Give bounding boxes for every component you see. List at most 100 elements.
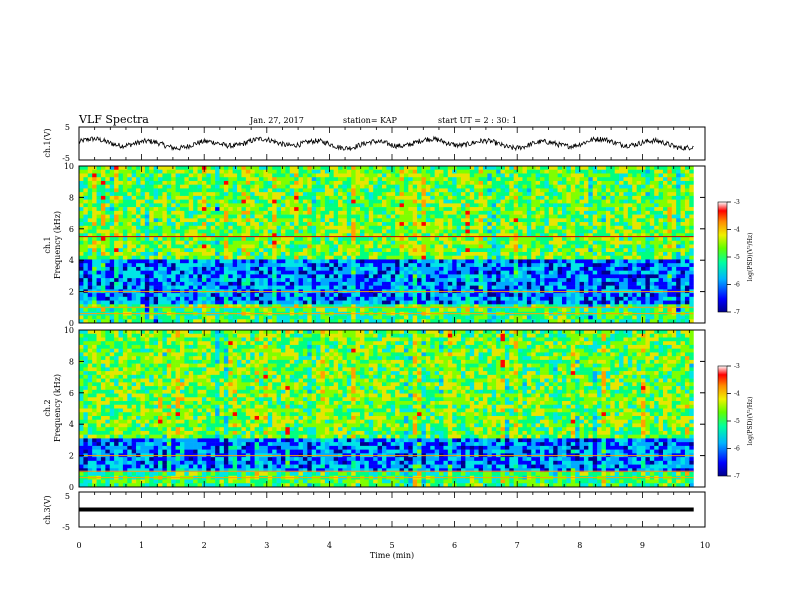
spectrogram-cell	[127, 195, 132, 200]
spectrogram-cell	[100, 225, 106, 230]
spectrogram-cell	[223, 169, 229, 174]
spectrogram-cell	[324, 240, 330, 245]
spectrogram-cell	[461, 225, 466, 230]
spectrogram-cell	[92, 308, 97, 313]
spectrogram-cell	[114, 229, 119, 234]
spectrogram-cell	[241, 225, 247, 230]
spectrogram-cell	[193, 173, 198, 178]
spectrogram-cell	[373, 218, 378, 223]
spectrogram-cell	[83, 177, 89, 182]
spectrogram-cell	[553, 240, 558, 245]
spectrogram-cell	[210, 259, 216, 264]
spectrogram-cell	[162, 296, 168, 301]
spectrogram-cell	[96, 240, 102, 245]
spectrogram-cell	[250, 218, 255, 223]
spectrogram-cell	[509, 210, 514, 215]
spectrogram-cell	[149, 304, 154, 309]
spectrogram-cell	[496, 225, 501, 230]
spectrogram-cell	[504, 255, 510, 260]
spectrogram-cell	[245, 255, 251, 260]
spectrogram-cell	[285, 184, 291, 189]
spectrogram-cell	[364, 259, 370, 264]
spectrogram-cell	[153, 248, 159, 253]
spectrogram-cell	[368, 285, 374, 290]
spectrogram-cell	[421, 184, 427, 189]
spectrogram-cell	[461, 251, 466, 257]
spectrogram-cell	[316, 278, 321, 283]
spectrogram-cell	[575, 248, 580, 253]
spectrogram-cell	[263, 199, 269, 204]
spectrogram-cell	[381, 304, 387, 309]
spectrogram-cell	[430, 266, 435, 271]
spectrogram-cell	[346, 255, 352, 260]
spectrogram-cell	[228, 293, 233, 298]
spectrogram-cell	[456, 285, 462, 290]
spectrogram-cell	[100, 274, 106, 279]
spectrogram-cell	[430, 195, 435, 200]
spectrogram-cell	[250, 274, 255, 279]
spectrogram-cell	[285, 296, 291, 301]
spectrogram-cell	[368, 173, 374, 178]
spectrogram-cell	[452, 225, 457, 230]
spectrogram-cell	[403, 296, 409, 301]
spectrogram-cell	[553, 195, 558, 200]
spectrogram-cell	[333, 270, 339, 275]
spectrogram-cell	[241, 304, 247, 309]
spectrogram-cell	[518, 240, 523, 245]
spectrogram-cell	[267, 308, 273, 313]
spectrogram-cell	[500, 218, 506, 223]
spectrogram-cell	[342, 237, 348, 242]
spectrogram-cell	[280, 188, 286, 193]
spectrogram-cell	[553, 296, 558, 301]
spectrogram-cell	[289, 240, 295, 245]
spectrogram-cell	[166, 222, 172, 227]
spectrogram-cell	[311, 278, 317, 283]
spectrogram-cell	[254, 315, 260, 320]
spectrogram-cell	[579, 222, 585, 227]
spectrogram-cell	[557, 218, 563, 223]
spectrogram-cell	[355, 319, 361, 324]
spectrogram-cell	[329, 207, 334, 212]
spectrogram-cell	[496, 210, 501, 215]
spectrogram-cell	[478, 251, 484, 257]
spectrogram-cell	[215, 203, 220, 208]
spectrogram-cell	[210, 251, 216, 257]
spectrogram-cell	[206, 180, 212, 185]
spectrogram-cell	[333, 296, 339, 301]
spectrogram-cell	[531, 173, 536, 178]
spectrogram-cell	[570, 274, 576, 279]
spectrogram-cell	[373, 315, 378, 320]
spectrogram-cell	[263, 218, 269, 223]
spectrogram-cell	[158, 285, 163, 290]
spectrogram-cell	[417, 225, 422, 230]
spectrogram-cell	[465, 266, 471, 271]
spectrogram-cell	[430, 274, 435, 279]
spectrogram-cell	[412, 214, 418, 219]
spectrogram-cell	[592, 225, 598, 230]
spectrogram-cell	[241, 207, 247, 212]
spectrogram-cell	[149, 255, 154, 260]
spectrogram-cell	[469, 237, 475, 242]
spectrogram-cell	[109, 229, 115, 234]
spectrogram-cell	[162, 214, 168, 219]
spectrogram-cell	[386, 184, 392, 189]
spectrogram-cell	[149, 259, 154, 264]
spectrogram-cell	[188, 233, 194, 238]
spectrogram-cell	[131, 285, 137, 290]
spectrogram-cell	[158, 308, 163, 313]
spectrogram-cell	[263, 308, 269, 313]
spectrogram-cell	[465, 214, 471, 219]
spectrogram-cell	[417, 293, 422, 298]
spectrogram-cell	[206, 214, 212, 219]
spectrogram-cell	[421, 259, 427, 264]
spectrogram-cell	[504, 188, 510, 193]
spectrogram-cell	[386, 210, 392, 215]
spectrogram-cell	[153, 169, 159, 174]
spectrogram-cell	[307, 285, 313, 290]
spectrogram-cell	[197, 166, 203, 171]
spectrogram-cell	[294, 207, 299, 212]
spectrogram-cell	[122, 248, 128, 253]
spectrogram-cell	[518, 278, 523, 283]
spectrogram-cell	[390, 207, 396, 212]
spectrogram-cell	[263, 207, 269, 212]
